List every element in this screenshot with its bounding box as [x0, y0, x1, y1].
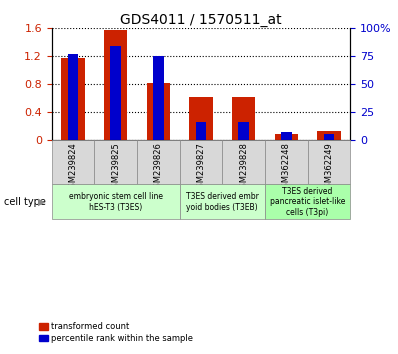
Bar: [153, 56, 164, 140]
Bar: [146, 84, 170, 140]
Text: GSM239825: GSM239825: [111, 142, 120, 193]
Bar: [324, 134, 334, 140]
FancyBboxPatch shape: [265, 140, 308, 184]
Bar: [189, 97, 213, 140]
Legend: transformed count, percentile rank within the sample: transformed count, percentile rank withi…: [36, 319, 196, 346]
Bar: [68, 54, 78, 140]
Text: GSM239828: GSM239828: [239, 142, 248, 193]
Text: ▶: ▶: [38, 197, 45, 207]
FancyBboxPatch shape: [94, 140, 137, 184]
Text: GSM239826: GSM239826: [154, 142, 163, 193]
FancyBboxPatch shape: [137, 140, 179, 184]
Bar: [61, 58, 85, 140]
Text: GSM239824: GSM239824: [68, 142, 78, 193]
Text: embryonic stem cell line
hES-T3 (T3ES): embryonic stem cell line hES-T3 (T3ES): [69, 192, 163, 212]
Text: GSM362248: GSM362248: [282, 142, 291, 193]
Bar: [281, 132, 292, 140]
Bar: [275, 133, 298, 140]
Title: GDS4011 / 1570511_at: GDS4011 / 1570511_at: [120, 13, 282, 27]
Bar: [238, 122, 249, 140]
FancyBboxPatch shape: [179, 184, 265, 219]
FancyBboxPatch shape: [52, 184, 179, 219]
Bar: [196, 122, 206, 140]
FancyBboxPatch shape: [265, 184, 350, 219]
Bar: [104, 30, 127, 140]
Text: T3ES derived
pancreatic islet-like
cells (T3pi): T3ES derived pancreatic islet-like cells…: [270, 187, 345, 217]
FancyBboxPatch shape: [52, 140, 94, 184]
Bar: [232, 97, 256, 140]
Text: T3ES derived embr
yoid bodies (T3EB): T3ES derived embr yoid bodies (T3EB): [186, 192, 259, 212]
Bar: [110, 46, 121, 140]
FancyBboxPatch shape: [179, 140, 222, 184]
Text: cell type: cell type: [4, 197, 46, 207]
Text: GSM362249: GSM362249: [324, 142, 334, 193]
Bar: [317, 131, 341, 140]
Text: GSM239827: GSM239827: [197, 142, 205, 193]
FancyBboxPatch shape: [222, 140, 265, 184]
FancyBboxPatch shape: [308, 140, 350, 184]
